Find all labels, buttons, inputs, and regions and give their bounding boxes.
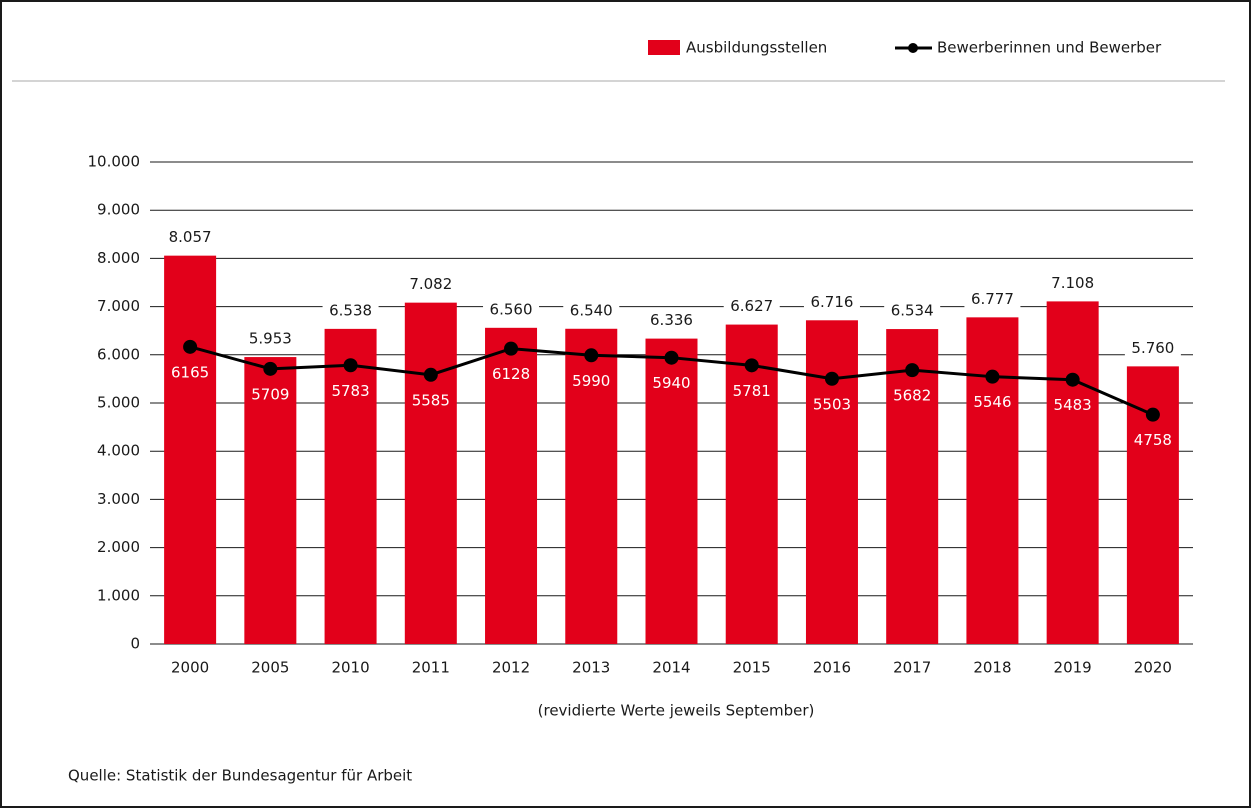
x-note: (revidierte Werte jeweils September) <box>538 702 815 720</box>
y-tick-label: 7.000 <box>97 297 140 315</box>
bar-value-label: 6.777 <box>971 290 1014 308</box>
bar-value-label: 6.534 <box>891 302 934 320</box>
x-tick-label: 2012 <box>492 659 530 677</box>
bar <box>645 338 698 644</box>
bar <box>1046 301 1099 644</box>
x-tick-label: 2011 <box>412 659 450 677</box>
label-bg <box>884 300 941 323</box>
x-tick-label: 2019 <box>1054 659 1092 677</box>
line-value-label: 5483 <box>1054 396 1092 414</box>
label-bg <box>483 298 540 321</box>
x-tick-label: 2020 <box>1134 659 1172 677</box>
bar <box>966 317 1019 644</box>
line-value-label: 5990 <box>572 372 610 390</box>
y-tick-label: 2.000 <box>97 538 140 556</box>
label-bg <box>1124 337 1181 360</box>
bar-value-label: 6.716 <box>810 293 853 311</box>
line-value-label: 5940 <box>652 374 690 392</box>
bar-value-label: 6.627 <box>730 297 773 315</box>
legend-label: Bewerberinnen und Bewerber <box>937 39 1162 57</box>
y-tick-label: 4.000 <box>97 442 140 460</box>
x-tick-label: 2016 <box>813 659 851 677</box>
legend-swatch <box>648 40 680 55</box>
line-value-label: 4758 <box>1134 431 1172 449</box>
y-tick-label: 3.000 <box>97 490 140 508</box>
bar-value-label: 5.953 <box>249 330 292 348</box>
bar <box>565 328 618 644</box>
bar-value-label: 7.108 <box>1051 274 1094 292</box>
source: Quelle: Statistik der Bundesagentur für … <box>68 767 412 785</box>
x-tick-label: 2013 <box>572 659 610 677</box>
bar-value-label: 8.057 <box>169 228 212 246</box>
bar-value-label: 6.540 <box>570 301 613 319</box>
bar-value-label: 7.082 <box>409 275 452 293</box>
x-tick-label: 2015 <box>733 659 771 677</box>
label-bg <box>242 328 299 351</box>
y-tick-label: 8.000 <box>97 249 140 267</box>
line-value-label: 5781 <box>733 382 771 400</box>
label-bg <box>964 288 1021 311</box>
line-point <box>504 341 519 356</box>
y-tick-label: 6.000 <box>97 345 140 363</box>
line-point <box>744 358 759 373</box>
line-value-label: 5546 <box>973 393 1011 411</box>
x-tick-label: 2000 <box>171 659 209 677</box>
y-tick-label: 1.000 <box>97 586 140 604</box>
line-point <box>584 348 599 363</box>
bar <box>164 255 217 645</box>
label-bg <box>723 295 780 318</box>
bar-value-label: 5.760 <box>1131 339 1174 357</box>
label-bg <box>162 226 219 249</box>
line-value-label: 5682 <box>893 387 931 405</box>
bar <box>244 357 297 644</box>
bar <box>805 320 858 644</box>
line-point <box>183 339 198 354</box>
label-bg <box>643 309 700 332</box>
legend-swatch <box>908 43 918 53</box>
legend-label: Ausbildungsstellen <box>686 39 827 57</box>
line-value-label: 5783 <box>331 382 369 400</box>
label-bg <box>1044 272 1101 295</box>
x-tick-label: 2017 <box>893 659 931 677</box>
bar <box>725 324 778 644</box>
label-bg <box>402 273 459 296</box>
line-value-label: 5503 <box>813 395 851 413</box>
line-point <box>664 350 679 365</box>
line-point <box>1065 372 1080 387</box>
line-point <box>423 367 438 382</box>
bar <box>485 327 538 644</box>
x-tick-label: 2018 <box>973 659 1011 677</box>
line-point <box>1145 407 1160 422</box>
bar <box>324 328 377 644</box>
y-tick-label: 5.000 <box>97 394 140 412</box>
label-bg <box>322 299 379 322</box>
bar-value-label: 6.560 <box>490 300 533 318</box>
x-tick-label: 2014 <box>652 659 690 677</box>
x-tick-label: 2010 <box>331 659 369 677</box>
line-point <box>985 369 1000 384</box>
label-bg <box>803 291 860 314</box>
line-point <box>343 358 358 373</box>
line-point <box>905 363 920 378</box>
line-value-label: 5585 <box>412 391 450 409</box>
line-value-label: 6165 <box>171 363 209 381</box>
x-tick-label: 2005 <box>251 659 289 677</box>
y-tick-label: 0 <box>130 635 140 653</box>
label-bg <box>563 299 620 322</box>
line-value-label: 6128 <box>492 365 530 383</box>
line-point <box>263 361 278 376</box>
bar-value-label: 6.336 <box>650 311 693 329</box>
bar-value-label: 6.538 <box>329 301 372 319</box>
line-value-label: 5709 <box>251 385 289 403</box>
line-point <box>824 371 839 386</box>
y-tick-label: 9.000 <box>97 201 140 219</box>
y-tick-label: 10.000 <box>88 153 141 171</box>
bar <box>886 329 939 644</box>
bar <box>404 302 457 644</box>
